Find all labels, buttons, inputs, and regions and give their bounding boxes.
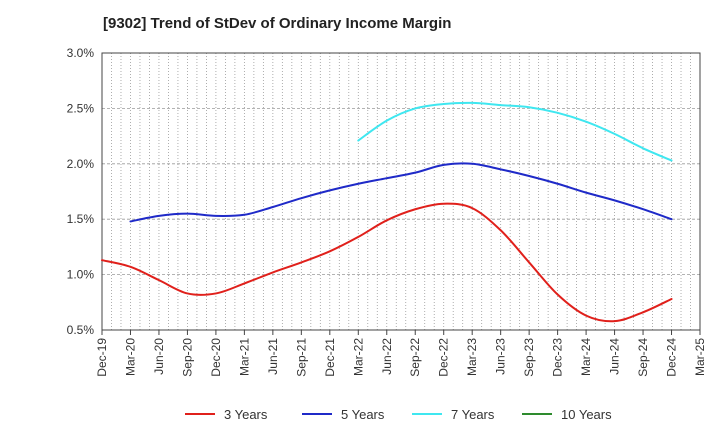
x-tick-label: Dec-21 <box>323 338 337 377</box>
y-tick-label: 2.0% <box>67 157 95 171</box>
x-tick-label: Mar-21 <box>237 338 251 376</box>
y-tick-label: 1.0% <box>67 268 95 282</box>
x-tick-label: Sep-21 <box>294 338 308 377</box>
x-tick-label: Sep-20 <box>180 338 194 377</box>
x-tick-label: Mar-24 <box>579 338 593 376</box>
x-tick-label: Jun-22 <box>380 338 394 375</box>
plot-frame <box>101 52 701 331</box>
x-tick-label: Dec-19 <box>95 338 109 377</box>
series-line-3-years <box>101 202 673 323</box>
x-tick-label: Mar-25 <box>693 338 707 376</box>
legend-label-5-years: 5 Years <box>341 407 385 422</box>
x-tick-label: Mar-23 <box>465 338 479 376</box>
x-tick-label: Dec-24 <box>665 338 679 377</box>
x-tick-label: Dec-23 <box>551 338 565 377</box>
x-tick-label: Sep-23 <box>522 338 536 377</box>
x-tick-label: Jun-21 <box>266 338 280 375</box>
y-tick-label: 3.0% <box>67 46 95 60</box>
x-tick-label: Mar-22 <box>351 338 365 376</box>
legend-layer: 3 Years 5 Years 7 Years 10 Years <box>185 407 612 422</box>
y-tick-label: 0.5% <box>67 323 95 337</box>
axis-layer: 0.5% 1.0% 1.5% 2.0% 2.5% 3.0% Dec-19 Mar-20 Jun-… <box>67 46 707 377</box>
series-line-7-years <box>357 101 673 162</box>
series-line-5-years <box>129 162 673 223</box>
y-tick-label: 1.5% <box>67 212 95 226</box>
x-tick-label: Sep-22 <box>408 338 422 377</box>
x-tick-label: Dec-20 <box>209 338 223 377</box>
legend-label-3-years: 3 Years <box>224 407 268 422</box>
x-tick-label: Jun-24 <box>608 338 622 375</box>
y-tick-label: 2.5% <box>67 101 95 115</box>
legend-label-7-years: 7 Years <box>451 407 495 422</box>
legend-label-10-years: 10 Years <box>561 407 612 422</box>
x-tick-label: Dec-22 <box>437 338 451 377</box>
x-tick-label: Sep-24 <box>636 338 650 377</box>
x-tick-label: Jun-23 <box>494 338 508 375</box>
series-layer <box>101 101 673 323</box>
grid-layer <box>102 52 700 331</box>
x-tick-label: Jun-20 <box>152 338 166 375</box>
chart-title: [9302] Trend of StDev of Ordinary Income… <box>103 15 452 32</box>
x-tick-label: Mar-20 <box>123 338 137 376</box>
